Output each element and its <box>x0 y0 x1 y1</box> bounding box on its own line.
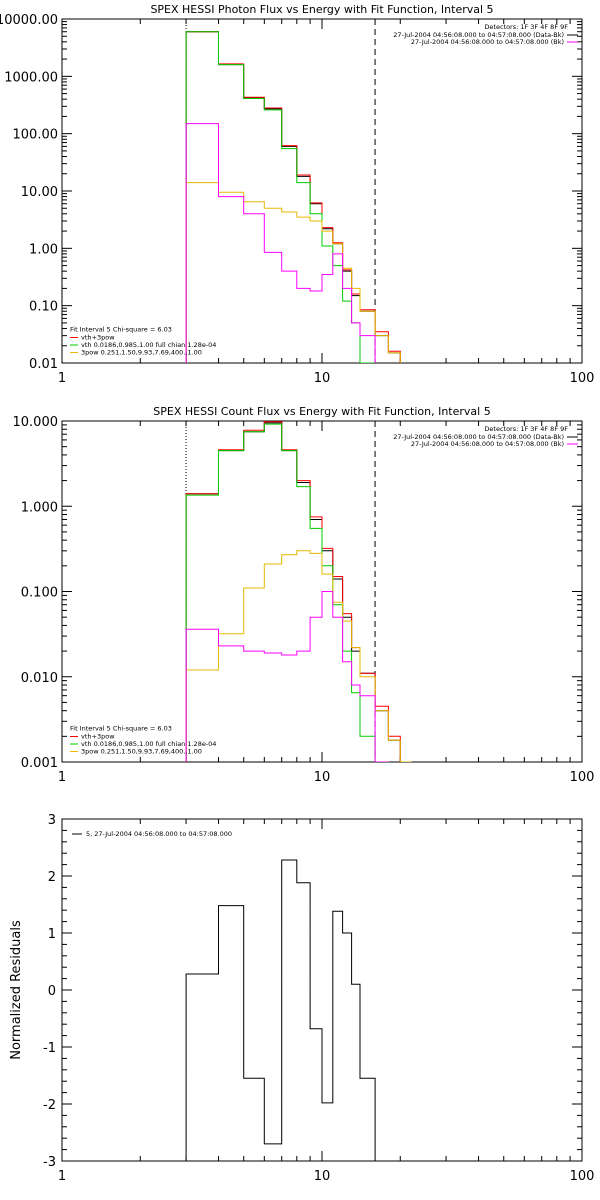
axes-frame <box>61 818 583 1162</box>
y-tick-label: 1 <box>48 927 56 942</box>
legend-entry-label: 3pow 0.251,1.50,9.93,7.69,400.,1.00 <box>81 349 202 357</box>
x-tick-label: 1 <box>58 1169 66 1184</box>
series-line-2 <box>185 423 376 762</box>
x-tick-label: 10 <box>314 1169 331 1184</box>
y-tick-label: 0.010 <box>21 671 58 686</box>
y-tick-label: -3 <box>43 1155 56 1170</box>
legend-bottom-left: Fit Interval 5 Chi-square = 6.03vth+3pow… <box>70 326 216 357</box>
x-tick-label: 100 <box>570 770 595 785</box>
count-flux-panel: SPEX HESSI Count Flux vs Energy with Fit… <box>13 405 595 785</box>
x-tick-label: 100 <box>570 1169 595 1184</box>
x-tick-label: 100 <box>570 371 595 386</box>
plot-area <box>185 859 376 1161</box>
plot-area <box>185 421 412 762</box>
y-tick-label: 1000.00 <box>4 70 58 85</box>
y-tick-label: 0.001 <box>21 756 58 771</box>
y-tick-label: 0.100 <box>21 586 58 601</box>
legend-entry-label: 27-Jul-2004 04:56:08.000 to 04:57:08.000… <box>393 31 564 39</box>
legend-entry-label: 27-Jul-2004 04:56:08.000 to 04:57:08.000… <box>411 440 564 448</box>
axes-frame <box>61 18 583 364</box>
legend-entry-label: 27-Jul-2004 04:56:08.000 to 04:57:08.000… <box>393 433 564 441</box>
y-tick-label: 0.10 <box>29 300 58 315</box>
y-tick-label: 10000.00 <box>0 13 58 28</box>
y-tick-label: 100.00 <box>13 128 59 143</box>
y-tick-label: 0 <box>48 984 56 999</box>
legend-entry-label: vth 0.0186,0.985,1.00 full chian 1.28e-0… <box>81 740 216 748</box>
x-tick-label: 1 <box>58 770 66 785</box>
series-line-4 <box>185 123 376 363</box>
y-tick-label: 1.000 <box>21 500 58 515</box>
legend: 5, 27-Jul-2004 04:56:08.000 to 04:57:08.… <box>72 830 232 838</box>
legend-entry-label: 5, 27-Jul-2004 04:56:08.000 to 04:57:08.… <box>86 830 232 838</box>
legend-entry-label: vth+3pow <box>81 334 115 342</box>
series-line-1 <box>185 421 412 762</box>
legend-bottom-left: Fit Interval 5 Chi-square = 6.03vth+3pow… <box>70 725 216 756</box>
x-tick-label: 10 <box>314 371 331 386</box>
y-tick-label: 2 <box>48 870 56 885</box>
y-tick-label: -1 <box>43 1041 56 1056</box>
series-line-4 <box>185 591 389 762</box>
legend-entry-label: vth+3pow <box>81 733 115 741</box>
chart-title: SPEX HESSI Count Flux vs Energy with Fit… <box>153 405 490 418</box>
y-axis: 0.01 0.10 1.00 10.00 100.00 1000.00 10000.00 <box>0 13 582 372</box>
y-axis-label: Normalized Residuals <box>9 920 24 1060</box>
y-axis: -3 -2 -1 0 1 2 3 <box>43 813 582 1170</box>
legend-header: Fit Interval 5 Chi-square = 6.03 <box>70 326 172 334</box>
x-tick-label: 10 <box>314 770 331 785</box>
x-tick-label: 1 <box>58 371 66 386</box>
series-line-3 <box>185 182 401 363</box>
y-tick-label: 10.000 <box>13 415 59 430</box>
y-tick-label: -2 <box>43 1098 56 1113</box>
chart-title: SPEX HESSI Photon Flux vs Energy with Fi… <box>150 3 493 16</box>
photon-flux-panel: SPEX HESSI Photon Flux vs Energy with Fi… <box>0 3 595 386</box>
series-line-2 <box>185 31 376 363</box>
x-axis: 1 10 100 <box>58 819 595 1184</box>
legend-entry-label: vth 0.0186,0.985,1.00 full chian 1.28e-0… <box>81 341 216 349</box>
legend-entry-label: 3pow 0.251,1.50,9.93,7.69,400.,1.00 <box>81 748 202 756</box>
series-line-0 <box>185 859 376 1161</box>
plot-area <box>185 19 401 363</box>
y-tick-label: 0.01 <box>29 357 58 372</box>
legend-entry-label: 27-Jul-2004 04:56:08.000 to 04:57:08.000… <box>411 38 564 46</box>
legend-header: Fit Interval 5 Chi-square = 6.03 <box>70 725 172 733</box>
series-line-3 <box>185 550 412 762</box>
y-axis: 0.001 0.010 0.100 1.000 10.000 <box>13 415 582 771</box>
series-line-0 <box>185 422 412 762</box>
legend-header: Detectors: 1F 3F 4F 8F 9F <box>484 23 568 31</box>
residuals-panel: 1 10 100 -3 -2 -1 0 1 2 3 Normalized Residuals 5, 2… <box>9 813 595 1184</box>
series-line-1 <box>185 31 401 363</box>
series-line-0 <box>185 31 401 363</box>
y-tick-label: 3 <box>48 813 56 828</box>
legend-header: Detectors: 1F 3F 4F 8F 9F <box>484 425 568 433</box>
y-tick-label: 1.00 <box>29 242 58 257</box>
x-axis: 1 10 100 <box>58 421 595 785</box>
y-tick-label: 10.00 <box>21 185 58 200</box>
